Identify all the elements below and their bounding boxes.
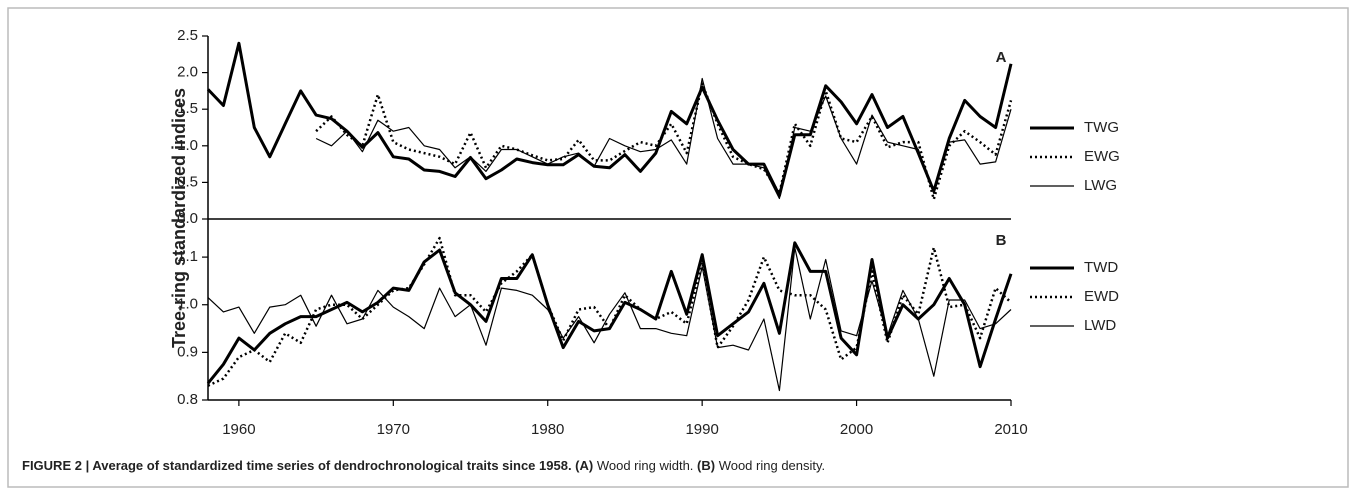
y-tick-label: 0.0 — [177, 210, 198, 227]
x-tick-label: 1960 — [222, 421, 255, 438]
data-line — [207, 236, 1012, 387]
data-line — [315, 77, 1012, 200]
caption-part: (B) — [697, 458, 715, 473]
y-tick-label: 2.0 — [177, 64, 198, 81]
legend-label: TWG — [1084, 119, 1119, 136]
x-tick-label: 1980 — [531, 421, 564, 438]
x-tick-label: 2000 — [840, 421, 873, 438]
legend-label: EWD — [1084, 288, 1119, 305]
legend-label: EWG — [1084, 148, 1120, 165]
y-tick-label: 2.5 — [177, 27, 198, 44]
x-tick-label: 1990 — [685, 421, 718, 438]
y-tick-label: 0.5 — [177, 173, 198, 190]
data-line — [315, 82, 1013, 201]
caption-part: FIGURE 2 | Average of standardized time … — [22, 458, 593, 473]
data-line — [206, 41, 1013, 198]
frame — [7, 7, 1349, 488]
caption-part: Wood ring density. — [715, 458, 825, 473]
data-line — [206, 241, 1013, 385]
legend-label: LWD — [1084, 317, 1116, 334]
x-tick-label: 2010 — [994, 421, 1027, 438]
y-tick-label: 1.0 — [177, 137, 198, 154]
caption-part: Wood ring width. — [593, 458, 697, 473]
y-axis-label: Tree-ring standardized indices — [169, 88, 189, 348]
legend-label: LWG — [1084, 177, 1117, 194]
y-tick-label: 1.5 — [177, 100, 198, 117]
caption: FIGURE 2 | Average of standardized time … — [22, 458, 825, 473]
data-line — [207, 247, 1012, 392]
legend-label: TWD — [1084, 259, 1118, 276]
y-tick-label: 1.1 — [177, 248, 198, 265]
panel-label: A — [996, 49, 1007, 66]
x-tick-label: 1970 — [377, 421, 410, 438]
y-tick-label: 0.9 — [177, 343, 198, 360]
y-tick-label: 1.0 — [177, 296, 198, 313]
panel-label: B — [996, 232, 1007, 249]
y-tick-label: 0.8 — [177, 391, 198, 408]
